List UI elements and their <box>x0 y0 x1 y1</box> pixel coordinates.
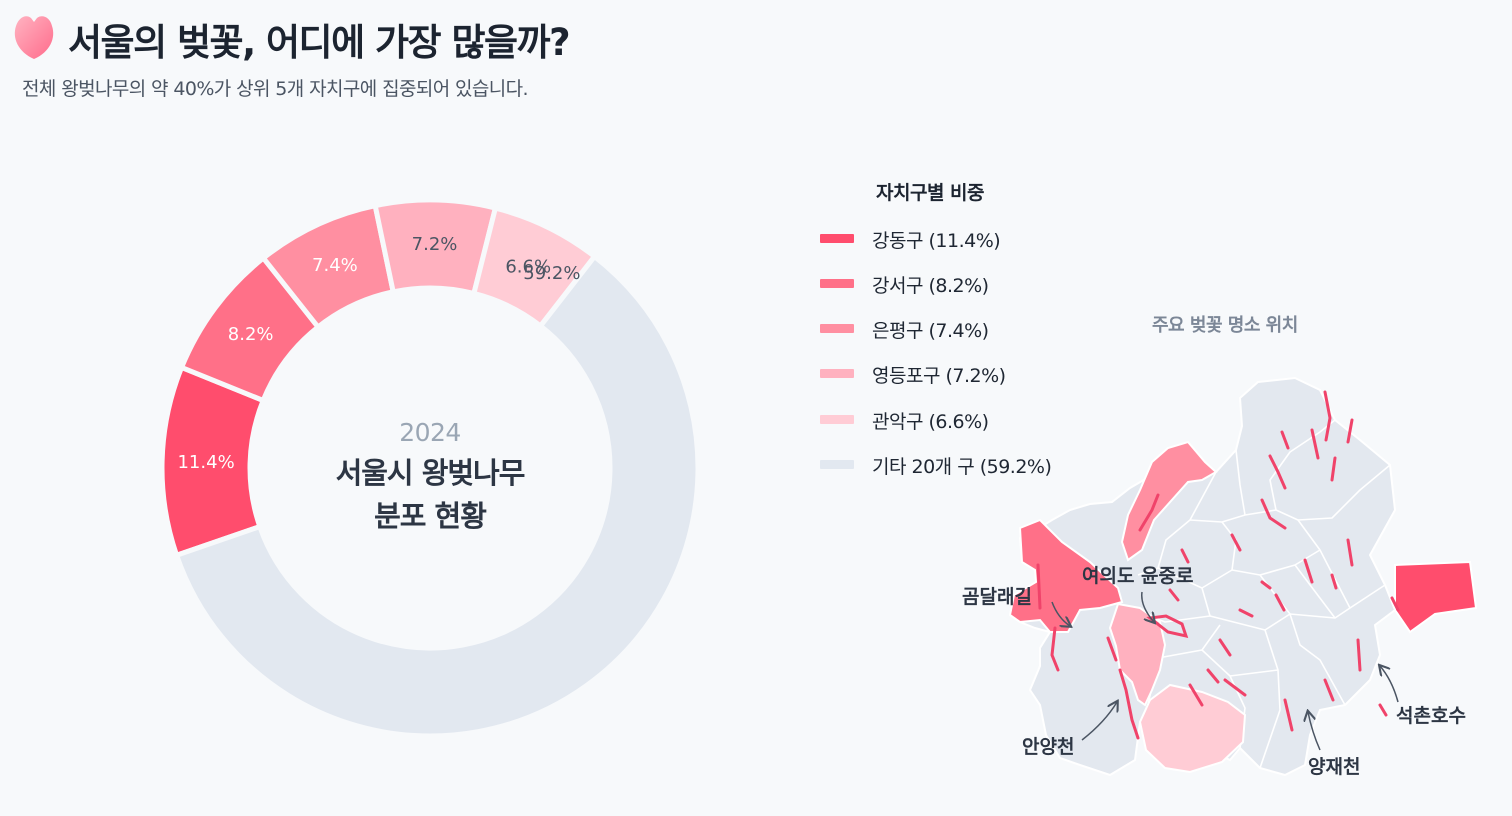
donut-slice <box>173 252 701 739</box>
map-label-seokchon: 석촌호수 <box>1396 705 1466 727</box>
legend-label: 영등포구 (7.2%) <box>872 365 1006 387</box>
donut-value-label: 6.6% <box>505 257 551 278</box>
map-cherry-streets <box>1036 390 1400 740</box>
donut-value-label: 11.4% <box>177 452 234 473</box>
legend-swatch <box>820 369 854 378</box>
cherry-blossom-petal-icon <box>14 16 54 59</box>
donut-center-year: 2024 <box>399 418 461 447</box>
donut-center-title: 서울시 왕벚나무 분포 현황 <box>280 452 580 538</box>
map-district-gwanak <box>1138 683 1247 774</box>
map-label-anyangcheon: 안양천 <box>1022 736 1074 758</box>
donut-value-label: 8.2% <box>228 324 274 345</box>
map-label-yeouido: 여의도 윤중로 <box>1082 565 1194 587</box>
legend-label: 강동구 (11.4%) <box>872 230 1001 252</box>
donut-value-label: 59.2% <box>523 263 580 284</box>
donut-chart: 11.4% 8.2% 7.4% 7.2% 6.6%59.2% <box>159 197 701 739</box>
legend-swatch <box>820 234 854 243</box>
legend-swatch <box>820 460 854 469</box>
map-label-gomdallae: 곰달래길 <box>962 586 1032 608</box>
legend-label: 은평구 (7.4%) <box>872 320 989 342</box>
legend-swatch <box>820 324 854 333</box>
legend-swatch <box>820 415 854 424</box>
page-title: 서울의 벚꽃, 어디에 가장 많을까? <box>68 21 571 64</box>
page-subtitle: 전체 왕벚나무의 약 40%가 상위 5개 자치구에 집중되어 있습니다. <box>22 78 529 100</box>
map-annotation-arrows <box>1051 591 1399 751</box>
donut-value-label: 7.2% <box>412 234 458 255</box>
legend-label: 강서구 (8.2%) <box>872 275 989 297</box>
donut-value-label: 7.4% <box>312 255 358 276</box>
map-district-yeongdeungpo <box>1108 602 1167 707</box>
legend-title: 자치구별 비중 <box>876 182 985 204</box>
legend-swatch <box>820 279 854 288</box>
legend-label: 기타 20개 구 (59.2%) <box>872 456 1052 478</box>
map-title: 주요 벚꽃 명소 위치 <box>1152 315 1298 336</box>
map-district-gangseo <box>1008 518 1124 633</box>
donut-center-title-line1: 서울시 왕벚나무 <box>335 456 526 490</box>
map-label-yangjaecheon: 양재천 <box>1308 756 1360 778</box>
map-seoul-outline <box>1008 376 1397 777</box>
map-district-gangdong <box>1394 560 1478 634</box>
legend-label: 관악구 (6.6%) <box>872 411 989 433</box>
map-district-eunpyeong <box>1120 440 1218 562</box>
donut-center-title-line2: 분포 현황 <box>374 499 487 533</box>
seoul-map: 여의도 윤중로 곰달래길 안양천 양재천 석촌호수 <box>962 376 1478 778</box>
